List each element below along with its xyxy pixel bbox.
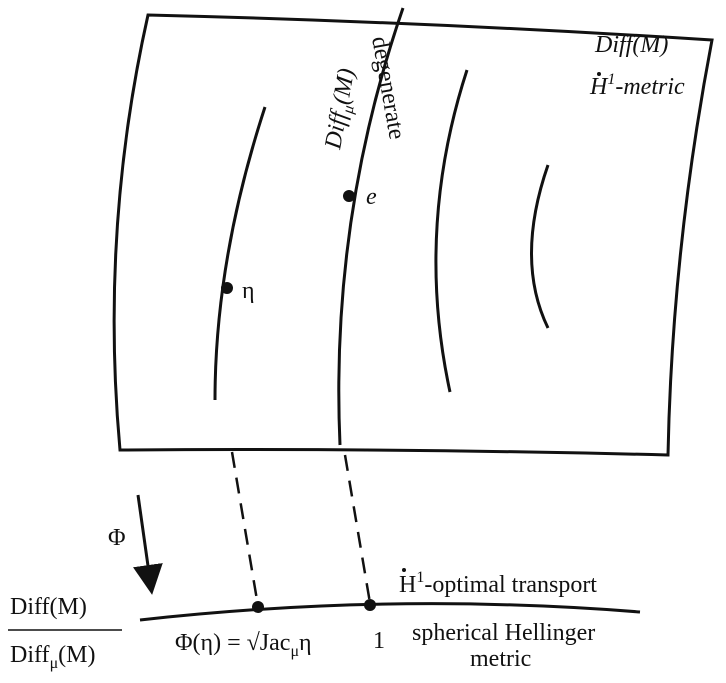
quotient-curve: [139, 602, 641, 622]
transport-label: H1-optimal transport: [399, 569, 597, 598]
point: [343, 190, 355, 202]
text: η: [299, 630, 312, 656]
text: H: [589, 74, 609, 100]
text: Diff: [10, 642, 50, 668]
quotient-denominator: Diffμ(M): [10, 642, 95, 672]
point-label: e: [366, 184, 377, 210]
eta-fiber: [213, 106, 267, 401]
point: [221, 282, 233, 294]
point-label: η: [242, 278, 255, 304]
manifold-sheet: [112, 13, 714, 457]
dot: [402, 568, 406, 572]
projection-line: [230, 451, 260, 607]
fiber: [530, 164, 550, 329]
metric-label: H1-metric: [589, 71, 685, 100]
text: 1: [607, 71, 615, 88]
map-arrow: [133, 494, 163, 595]
hellinger-label: metric: [470, 646, 531, 672]
map-label: Φ: [108, 525, 126, 551]
identity-fiber: [337, 7, 405, 446]
text: μ: [50, 655, 59, 672]
phi-equation: Φ(η) = √Jacμη: [175, 630, 312, 660]
degenerate-label: degenerate: [366, 35, 410, 142]
text: 1: [416, 569, 424, 586]
point: [252, 601, 264, 613]
text: μ: [339, 104, 357, 116]
projection-line: [343, 454, 372, 604]
fiber: [434, 69, 469, 393]
text: -metric: [615, 74, 685, 100]
hellinger-label: spherical Hellinger: [412, 620, 595, 646]
subgroup-label: Diffμ(M): [320, 66, 364, 152]
text: H: [399, 572, 416, 598]
space-label: Diff(M): [594, 32, 668, 58]
text: (M): [58, 642, 95, 668]
dot: [597, 72, 601, 76]
text: (M): [328, 66, 360, 106]
text: Φ(η) = √Jac: [175, 630, 290, 656]
quotient-numerator: Diff(M): [10, 594, 87, 620]
text: μ: [290, 643, 299, 660]
point: [364, 599, 376, 611]
identity-label: 1: [373, 628, 385, 654]
text: -optimal transport: [424, 572, 597, 598]
